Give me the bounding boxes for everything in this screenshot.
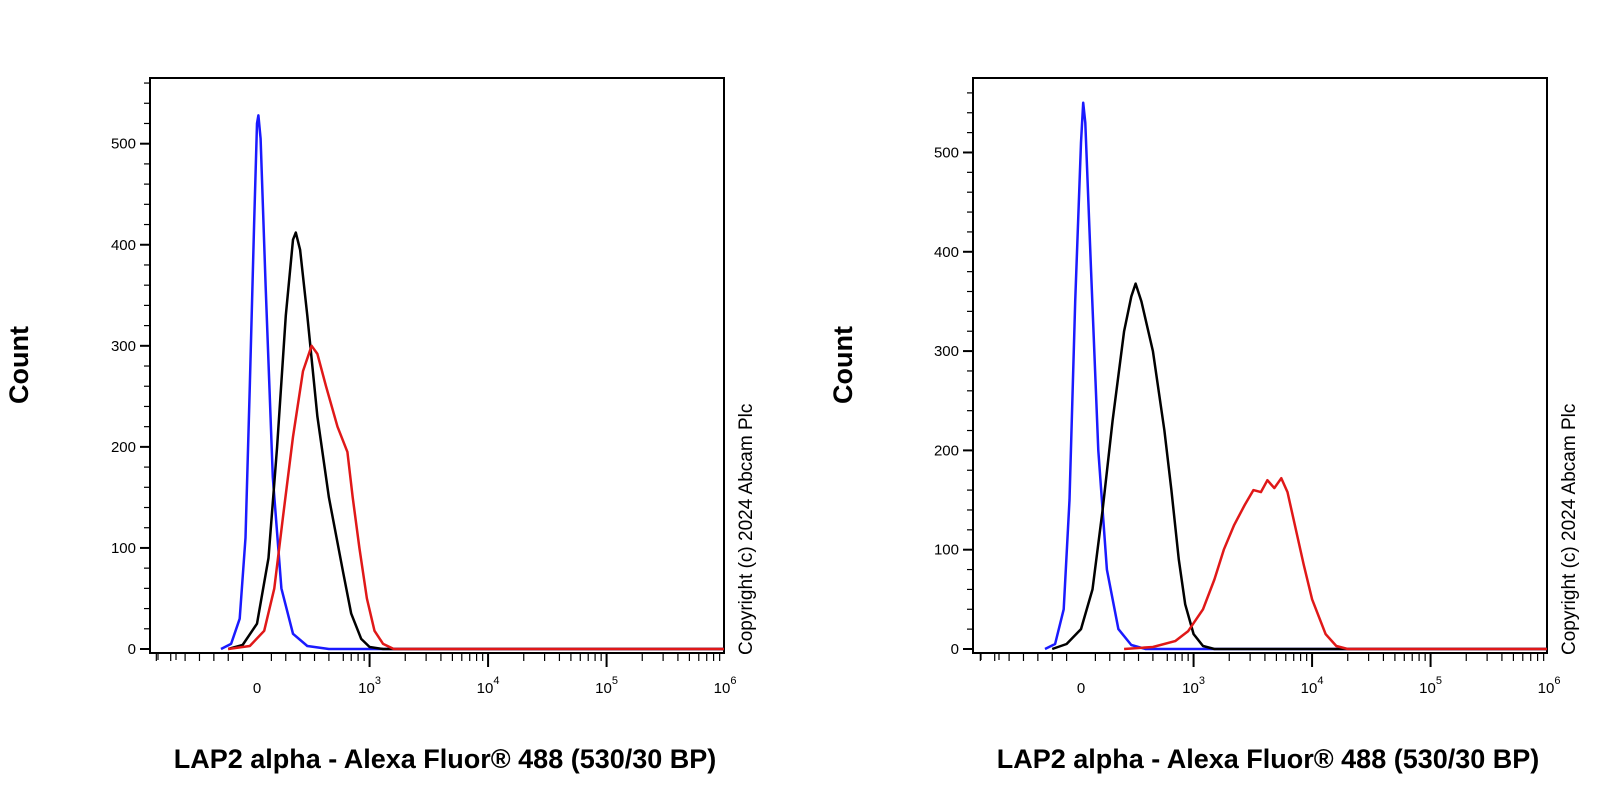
x-tick-label: 106: [714, 675, 737, 697]
copyright-notice: Copyright (c) 2024 Abcam Plc: [736, 404, 757, 655]
x-tick-label: 103: [1182, 675, 1205, 697]
plot-frame: [972, 77, 1548, 654]
y-tick-label: 0: [128, 641, 136, 658]
x-tick-label: 104: [1301, 675, 1324, 697]
y-tick-label: 500: [934, 144, 959, 161]
plot-frame: [149, 77, 725, 654]
y-tick-label: 200: [934, 442, 959, 459]
histogram-curve: [1051, 282, 1547, 651]
histogram-panel-left: 0 100 200 300 400 500 0 103 104 105 106 LAP2 alpha …: [4, 77, 757, 774]
x-tick-label: 104: [477, 675, 500, 697]
y-tick-label: 0: [951, 641, 959, 658]
y-tick-label: 100: [111, 540, 136, 557]
x-axis-title: LAP2 alpha - Alexa Fluor® 488 (530/30 BP…: [997, 744, 1540, 774]
x-tick-label: 0: [253, 680, 261, 697]
copyright-notice: Copyright (c) 2024 Abcam Plc: [1559, 404, 1580, 655]
histogram-curve: [1044, 101, 1547, 651]
y-tick-label: 500: [111, 136, 136, 153]
x-tick-label: 105: [1419, 675, 1442, 697]
histogram-panel-right: 0 100 200 300 400 500 0 103 104 105 106 LAP2 alpha …: [828, 77, 1580, 774]
y-tick-label: 100: [934, 542, 959, 559]
x-tick-label: 106: [1538, 675, 1561, 697]
histogram-curve: [220, 114, 724, 651]
y-tick-label: 200: [111, 439, 136, 456]
y-axis-title: Count: [828, 326, 858, 404]
x-tick-label: 105: [595, 675, 618, 697]
histogram-curve: [228, 344, 724, 651]
y-axis-title: Count: [4, 326, 34, 404]
histogram-curve: [227, 231, 724, 651]
y-tick-label: 300: [934, 343, 959, 360]
x-tick-label: 0: [1077, 680, 1085, 697]
histogram-curve: [1124, 476, 1547, 651]
x-axis-title: LAP2 alpha - Alexa Fluor® 488 (530/30 BP…: [174, 744, 717, 774]
y-tick-label: 400: [934, 244, 959, 261]
x-tick-label: 103: [358, 675, 381, 697]
y-tick-label: 400: [111, 237, 136, 254]
y-tick-label: 300: [111, 338, 136, 355]
